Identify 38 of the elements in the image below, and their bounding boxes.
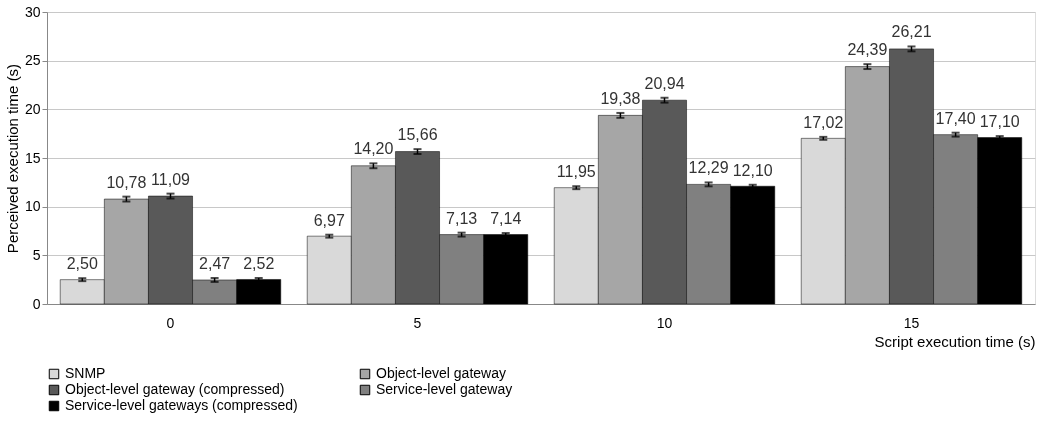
data-label: 6,97 (313, 211, 345, 229)
data-label: 12,29 (688, 159, 729, 177)
data-label: 10,78 (106, 173, 147, 191)
y-tick-label: 0 (32, 295, 41, 312)
data-label: 26,21 (891, 23, 932, 41)
data-label: 17,10 (979, 113, 1020, 131)
data-label: 11,95 (556, 163, 596, 181)
y-tick-label: 25 (24, 52, 41, 69)
data-label: 17,02 (803, 113, 844, 131)
data-label: 20,94 (644, 74, 685, 92)
y-tick-label: 20 (24, 100, 41, 117)
data-label: 19,38 (600, 89, 641, 107)
legend-label: Object-level gateway (compressed) (65, 381, 285, 397)
data-label: 12,10 (732, 161, 773, 179)
legend-label: SNMP (65, 365, 106, 381)
data-label: 2,52 (243, 255, 275, 273)
legend-label: Object-level gateway (376, 365, 506, 381)
data-label: 15,66 (397, 126, 438, 144)
y-tick-label: 15 (24, 149, 41, 166)
x-tick-label: 10 (656, 314, 673, 331)
data-label: 7,14 (490, 210, 522, 228)
y-tick-label: 5 (32, 246, 41, 263)
data-label: 11,09 (151, 170, 191, 188)
data-label: 17,40 (935, 109, 976, 127)
x-tick-label: 0 (166, 314, 175, 331)
data-label: 2,47 (199, 255, 231, 273)
legend-label: Service-level gateway (376, 381, 513, 397)
data-label: 14,20 (353, 140, 394, 158)
legend-label: Service-level gateways (compressed) (65, 397, 298, 413)
x-tick-label: 5 (413, 314, 422, 331)
y-tick-label: 30 (24, 3, 41, 20)
y-tick-label: 10 (24, 198, 41, 215)
x-tick-label: 15 (903, 314, 920, 331)
data-label: 2,50 (66, 255, 98, 273)
y-axis-title: Perceived execution time (s) (3, 63, 21, 254)
data-label: 24,39 (847, 41, 888, 59)
x-axis-title: Script execution time (s) (874, 332, 1036, 350)
data-label: 7,13 (446, 209, 478, 227)
